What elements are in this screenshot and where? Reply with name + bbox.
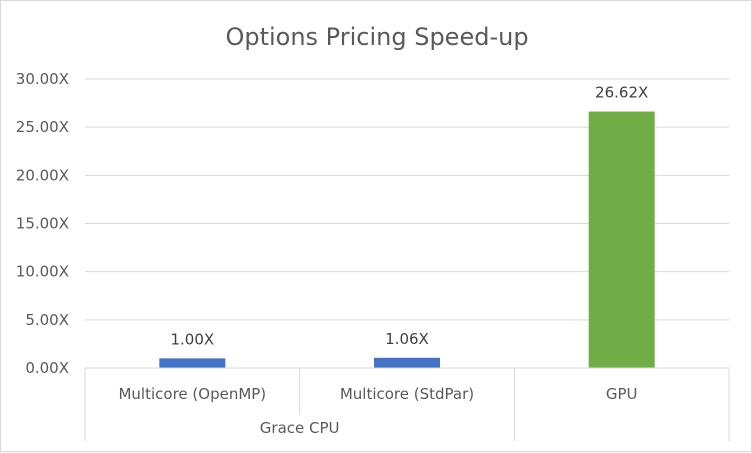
group-label: Grace CPU [260,419,340,437]
bar [374,357,440,368]
bars [159,111,655,368]
data-label: 26.62X [595,84,648,102]
category-label: Multicore (StdPar) [340,385,474,403]
data-labels: 1.00X 1.06X 26.62X [170,84,648,349]
category-label: GPU [606,385,638,403]
y-tick-label: 20.00X [16,166,69,184]
data-label: 1.06X [385,330,429,348]
bar [588,111,655,368]
y-axis-ticks: 0.00X 5.00X 10.00X 15.00X 20.00X 25.00X 30.00X [16,70,69,377]
y-tick-label: 10.00X [16,263,69,281]
chart-title: Options Pricing Speed-up [225,23,528,51]
x-axis: Multicore (OpenMP) Multicore (StdPar) GPU G… [84,367,730,441]
category-label: Multicore (OpenMP) [118,385,266,403]
data-label: 1.00X [170,330,214,348]
bar [159,358,226,368]
y-tick-label: 0.00X [25,359,69,377]
y-tick-label: 30.00X [16,70,69,88]
y-tick-label: 5.00X [25,311,69,329]
y-tick-label: 25.00X [16,118,69,136]
y-tick-label: 15.00X [16,215,69,233]
